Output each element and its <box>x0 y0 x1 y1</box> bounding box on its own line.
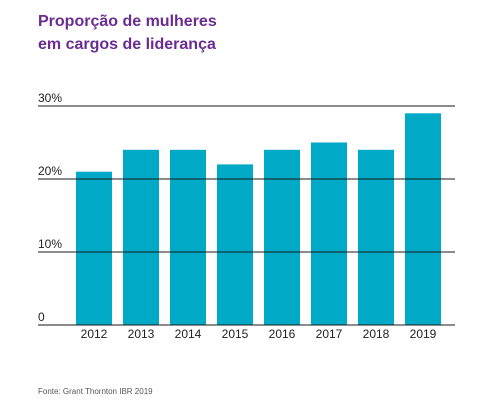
bar-2012 <box>76 171 112 325</box>
x-tick-label: 2012 <box>81 327 108 341</box>
bar-2013 <box>123 149 159 325</box>
bar-2019 <box>405 113 441 325</box>
x-tick-label: 2019 <box>410 327 437 341</box>
bar-2018 <box>358 149 394 325</box>
y-tick-label: 10% <box>38 237 62 251</box>
y-tick-label: 20% <box>38 164 62 178</box>
y-tick-label: 0 <box>38 310 45 324</box>
x-tick-label: 2013 <box>128 327 155 341</box>
x-tick-label: 2018 <box>363 327 390 341</box>
chart-title-line-2: em cargos de liderança <box>38 36 216 53</box>
x-tick-label: 2014 <box>175 327 202 341</box>
bar-2015 <box>217 164 253 325</box>
x-tick-label: 2017 <box>316 327 343 341</box>
bar-2017 <box>311 142 347 325</box>
bars <box>76 113 441 325</box>
x-tick-label: 2015 <box>222 327 249 341</box>
y-tick-label: 30% <box>38 91 62 105</box>
source-note: Fonte: Grant Thornton IBR 2019 <box>38 387 153 396</box>
x-tick-labels: 2012 2013 2014 2015 2016 2017 2018 2019 <box>81 327 437 341</box>
chart-title-line-1: Proporção de mulheres <box>38 13 217 30</box>
gridlines <box>38 105 455 326</box>
chart-title: Proporção de mulheres em cargos de lider… <box>38 10 438 56</box>
y-tick-labels: 0 10% 20% 30% <box>38 91 62 324</box>
bar-2016 <box>264 149 300 325</box>
bar-2014 <box>170 149 206 325</box>
x-tick-label: 2016 <box>269 327 296 341</box>
